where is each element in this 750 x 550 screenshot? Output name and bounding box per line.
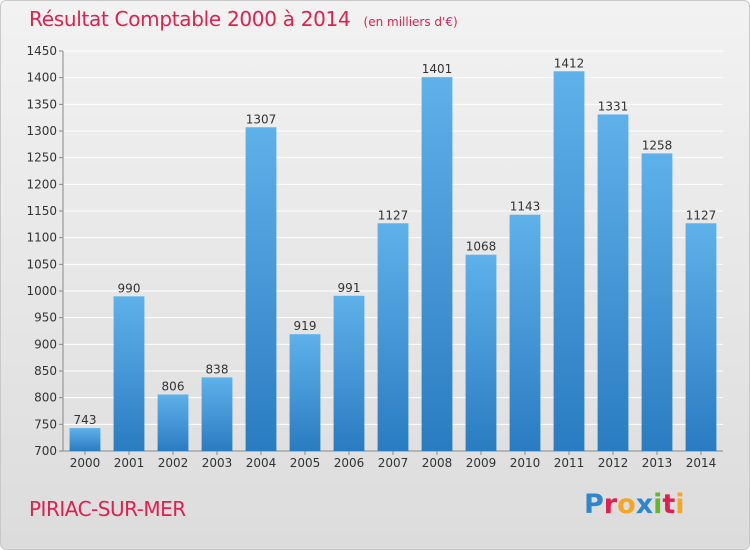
x-tick-label: 2014 — [686, 456, 717, 470]
x-tick-label: 2001 — [114, 456, 145, 470]
bar-value-label: 1258 — [642, 138, 673, 152]
x-tick-label: 2011 — [554, 456, 585, 470]
x-tick-label: 2012 — [598, 456, 629, 470]
bar-value-label: 1127 — [686, 208, 717, 222]
bar — [113, 296, 145, 451]
bar — [69, 428, 101, 451]
bar-value-label: 1143 — [510, 200, 541, 214]
y-tick-label: 1250 — [26, 151, 57, 165]
y-tick-label: 700 — [34, 444, 57, 458]
x-tick-label: 2000 — [70, 456, 101, 470]
logo-letter: i — [653, 489, 663, 520]
y-tick-label: 1400 — [26, 71, 57, 85]
bar-value-label: 1307 — [246, 112, 277, 126]
x-tick-label: 2006 — [334, 456, 365, 470]
proxiti-logo: Proxiti — [584, 489, 685, 520]
bar-value-label: 838 — [206, 362, 229, 376]
bar — [641, 153, 673, 451]
bar — [421, 77, 453, 451]
logo-letter: t — [662, 489, 676, 520]
x-tick-label: 2010 — [510, 456, 541, 470]
x-tick-label: 2009 — [466, 456, 497, 470]
data-labels: 743 990 806 838 1307 919 991 1127 1401 1068 1143 14… — [74, 56, 717, 427]
commune-name: PIRIAC-SUR-MER — [29, 497, 186, 521]
bar — [289, 334, 321, 451]
bar-value-label: 1412 — [554, 56, 585, 70]
y-tick-label: 850 — [34, 364, 57, 378]
y-tick-label: 750 — [34, 417, 57, 431]
x-tick-label: 2002 — [158, 456, 189, 470]
logo-letter: x — [635, 489, 654, 520]
chart-subtitle: (en milliers d'€) — [363, 15, 458, 29]
logo-letter: r — [603, 489, 618, 520]
x-tick-label: 2013 — [642, 456, 673, 470]
y-tick-label: 1050 — [26, 257, 57, 271]
y-tick-label: 1450 — [26, 44, 57, 58]
y-tick-label: 1100 — [26, 231, 57, 245]
y-tick-label: 1000 — [26, 284, 57, 298]
x-tick-label: 2005 — [290, 456, 321, 470]
bar — [553, 71, 585, 452]
logo-letter: i — [675, 489, 685, 520]
bar-value-label: 1068 — [466, 240, 497, 254]
bar-value-label: 990 — [118, 281, 141, 295]
title-row: Résultat Comptable 2000 à 2014 (en milli… — [29, 7, 458, 31]
x-tick-label: 2004 — [246, 456, 277, 470]
y-tick-label: 1200 — [26, 177, 57, 191]
bar — [465, 254, 497, 451]
chart-title: Résultat Comptable 2000 à 2014 — [29, 7, 351, 31]
bar-value-label: 1401 — [422, 62, 453, 76]
x-tick-label: 2007 — [378, 456, 409, 470]
bar-value-label: 743 — [74, 413, 97, 427]
bar-value-label: 806 — [162, 379, 185, 393]
y-tick-label: 1300 — [26, 124, 57, 138]
logo-letter: P — [584, 489, 604, 520]
x-tick-label: 2003 — [202, 456, 233, 470]
bar — [245, 127, 277, 452]
bar — [509, 214, 541, 451]
bar-value-label: 919 — [294, 319, 317, 333]
bars — [69, 71, 717, 452]
bar-value-label: 991 — [338, 281, 361, 295]
bar — [201, 377, 233, 451]
y-tick-label: 800 — [34, 391, 57, 405]
bar — [685, 223, 717, 451]
bar-value-label: 1127 — [378, 208, 409, 222]
logo-letter: o — [617, 489, 636, 520]
bar — [333, 295, 365, 451]
y-tick-label: 1150 — [26, 204, 57, 218]
bar — [377, 223, 409, 451]
y-tick-label: 900 — [34, 337, 57, 351]
x-tick-label: 2008 — [422, 456, 453, 470]
bar — [597, 114, 629, 451]
bar — [157, 394, 189, 451]
y-tick-label: 1350 — [26, 97, 57, 111]
bar-value-label: 1331 — [598, 99, 629, 113]
tick-labels: 700 750 800 850 900 950 1000 1050 1100 1150 1200 12… — [26, 44, 716, 470]
y-tick-label: 950 — [34, 311, 57, 325]
